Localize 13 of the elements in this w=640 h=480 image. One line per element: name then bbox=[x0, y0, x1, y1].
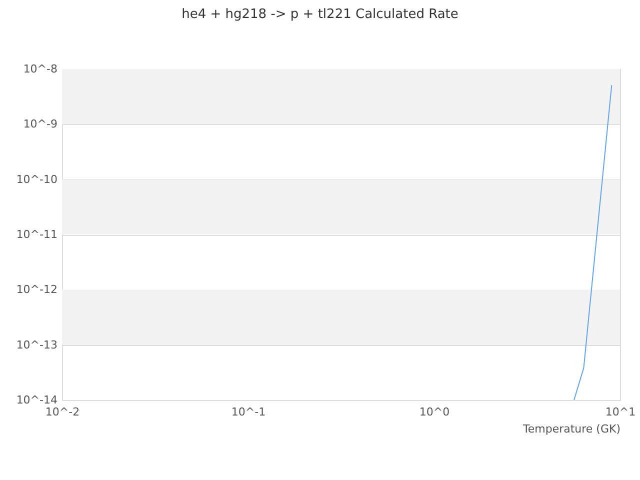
chart-title: he4 + hg218 -> p + tl221 Calculated Rate bbox=[182, 7, 458, 22]
y-tick-label: 10^-14 bbox=[16, 394, 58, 406]
y-tick-label: 10^-10 bbox=[16, 172, 58, 186]
x-tick-label: 10^0 bbox=[419, 406, 450, 418]
x-axis-title: Temperature (GK) bbox=[522, 422, 620, 436]
y-tick-label: 10^-12 bbox=[16, 283, 58, 296]
x-tick-label: 10^1 bbox=[605, 406, 636, 418]
y-tick-label: 10^-13 bbox=[16, 338, 58, 352]
x-tick-label: 10^-1 bbox=[231, 406, 266, 418]
y-tick-label: 10^-8 bbox=[23, 62, 58, 76]
y-tick-label: 10^-9 bbox=[23, 118, 58, 131]
y-tick-label: 10^-11 bbox=[16, 228, 58, 241]
x-tick-label: 10^-2 bbox=[45, 406, 80, 418]
